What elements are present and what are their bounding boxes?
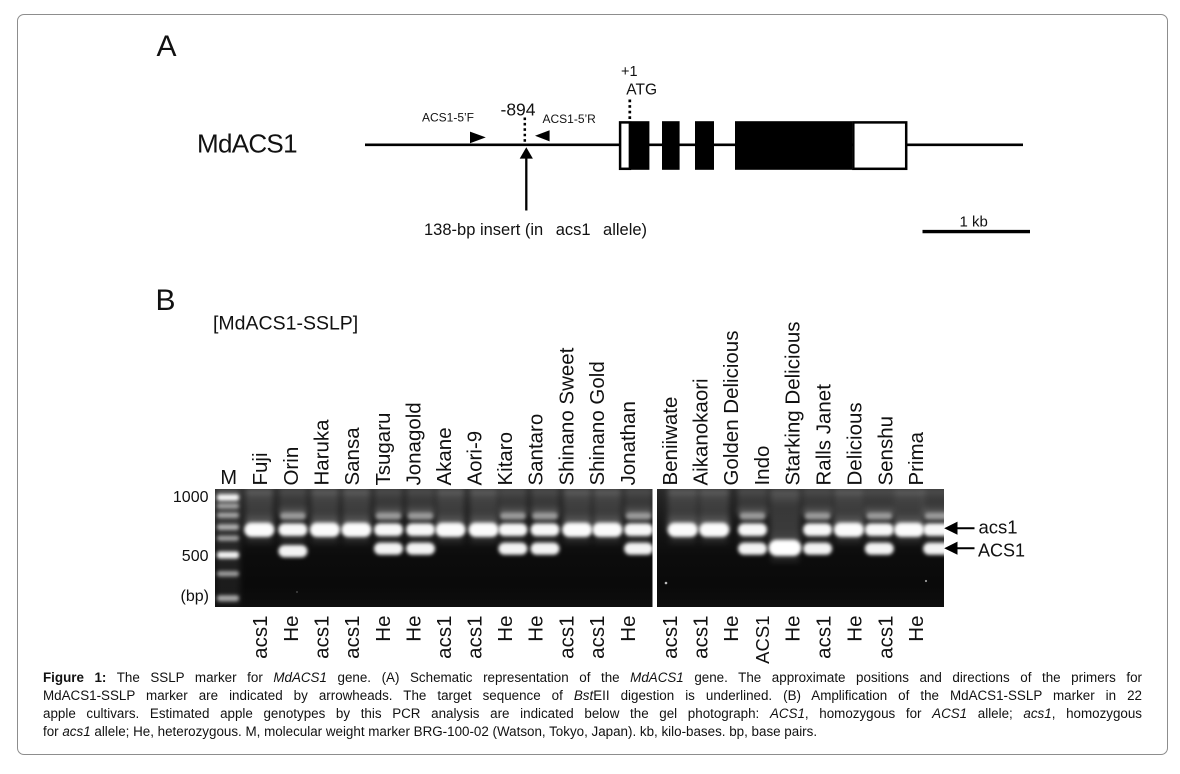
svg-text:He: He bbox=[403, 616, 426, 642]
svg-text:-894: -894 bbox=[501, 100, 536, 120]
svg-text:1 kb: 1 kb bbox=[960, 214, 988, 231]
svg-text:Jonagold: Jonagold bbox=[403, 402, 426, 485]
svg-text:acs1: acs1 bbox=[659, 616, 682, 659]
svg-text:acs1: acs1 bbox=[433, 616, 456, 659]
svg-text:Shinano Sweet: Shinano Sweet bbox=[556, 347, 579, 485]
svg-text:acs1: acs1 bbox=[464, 616, 487, 659]
svg-text:ACS1: ACS1 bbox=[978, 541, 1025, 561]
svg-text:acs1: acs1 bbox=[311, 616, 334, 659]
svg-text:Senshu: Senshu bbox=[875, 416, 898, 486]
svg-text:ATG: ATG bbox=[626, 82, 657, 99]
svg-text:Fuji: Fuji bbox=[249, 452, 272, 485]
svg-text:He: He bbox=[782, 616, 805, 642]
svg-text:Beniiwate: Beniiwate bbox=[659, 397, 682, 486]
svg-text:+1: +1 bbox=[621, 64, 638, 80]
svg-text:Ralls Janet: Ralls Janet bbox=[813, 384, 836, 486]
svg-text:Haruka: Haruka bbox=[311, 419, 334, 486]
svg-text:A: A bbox=[157, 30, 177, 63]
svg-text:[MdACS1-SSLP]: [MdACS1-SSLP] bbox=[213, 312, 358, 334]
svg-text:acs1: acs1 bbox=[690, 616, 713, 659]
svg-text:MdACS1: MdACS1 bbox=[197, 128, 297, 158]
svg-text:Jonathan: Jonathan bbox=[617, 401, 640, 485]
svg-text:acs1: acs1 bbox=[979, 517, 1018, 538]
svg-text:He: He bbox=[617, 616, 640, 642]
svg-text:Kitaro: Kitaro bbox=[494, 432, 517, 486]
svg-text:500: 500 bbox=[182, 548, 209, 565]
svg-text:ACS1: ACS1 bbox=[752, 616, 773, 664]
svg-text:He: He bbox=[280, 616, 303, 642]
svg-text:He: He bbox=[525, 616, 548, 642]
svg-text:Aikanokaori: Aikanokaori bbox=[690, 378, 713, 485]
svg-text:acs1: acs1 bbox=[586, 616, 609, 659]
svg-text:B: B bbox=[156, 284, 176, 317]
svg-text:Sansa: Sansa bbox=[341, 427, 364, 486]
svg-text:138-bp insert (in acs1 all: 138-bp insert (in acs1 allele) bbox=[424, 221, 647, 239]
svg-text:Santaro: Santaro bbox=[525, 414, 548, 486]
svg-text:acs1: acs1 bbox=[875, 616, 898, 659]
svg-text:ACS1-5’F: ACS1-5’F bbox=[422, 111, 474, 125]
svg-text:Indo: Indo bbox=[751, 446, 774, 486]
svg-text:Shinano Gold: Shinano Gold bbox=[586, 361, 609, 485]
svg-text:(bp): (bp) bbox=[181, 588, 209, 605]
svg-text:Akane: Akane bbox=[433, 427, 456, 485]
svg-text:Aori-9: Aori-9 bbox=[464, 431, 487, 486]
svg-text:acs1: acs1 bbox=[556, 616, 579, 659]
svg-text:acs1: acs1 bbox=[249, 616, 272, 659]
svg-text:He: He bbox=[494, 616, 517, 642]
svg-text:He: He bbox=[720, 616, 743, 642]
svg-text:Tsugaru: Tsugaru bbox=[372, 413, 395, 486]
svg-text:acs1: acs1 bbox=[341, 616, 364, 659]
svg-text:Starking Delicious: Starking Delicious bbox=[782, 321, 805, 485]
svg-text:ACS1-5’R: ACS1-5’R bbox=[543, 112, 597, 126]
svg-text:M: M bbox=[220, 467, 237, 489]
svg-text:Prima: Prima bbox=[905, 431, 928, 485]
svg-text:He: He bbox=[905, 616, 928, 642]
svg-text:Orin: Orin bbox=[280, 447, 303, 486]
svg-text:Delicious: Delicious bbox=[844, 402, 867, 485]
svg-text:He: He bbox=[844, 616, 867, 642]
svg-text:Golden Delicious: Golden Delicious bbox=[720, 331, 743, 486]
svg-text:He: He bbox=[372, 616, 395, 642]
svg-text:1000: 1000 bbox=[173, 489, 209, 506]
svg-text:acs1: acs1 bbox=[813, 616, 836, 659]
